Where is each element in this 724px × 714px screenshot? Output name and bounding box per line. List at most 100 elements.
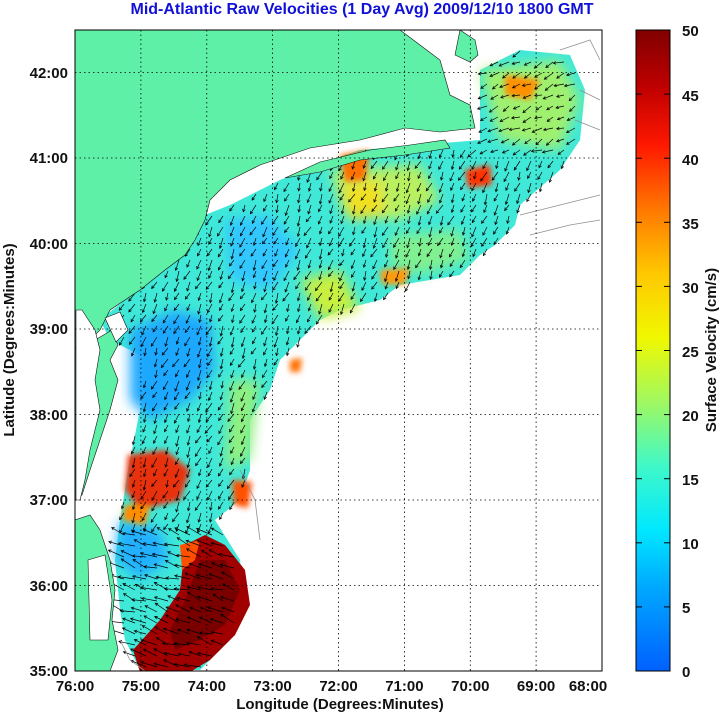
velocity-arrow bbox=[155, 602, 169, 613]
velocity-arrow-head bbox=[229, 262, 233, 267]
velocity-arrow-head bbox=[437, 242, 441, 247]
velocity-arrow bbox=[249, 226, 257, 236]
velocity-arrow bbox=[143, 413, 147, 423]
velocity-arrow-head bbox=[296, 267, 300, 271]
velocity-arrow-head bbox=[297, 199, 301, 204]
velocity-patch-hatteras-edge bbox=[180, 540, 200, 570]
velocity-arrow-head bbox=[560, 165, 565, 170]
velocity-arrow-head bbox=[241, 484, 245, 488]
velocity-arrow bbox=[394, 215, 400, 223]
velocity-arrow-head bbox=[295, 285, 299, 290]
velocity-arrow bbox=[297, 259, 301, 271]
velocity-arrow bbox=[130, 618, 147, 624]
velocity-arrow bbox=[220, 347, 224, 357]
velocity-arrow bbox=[556, 127, 565, 130]
velocity-arrow bbox=[118, 641, 136, 646]
velocity-arrow bbox=[567, 116, 576, 121]
velocity-arrow bbox=[118, 542, 136, 547]
velocity-arrow bbox=[128, 325, 136, 334]
velocity-arrow bbox=[393, 237, 400, 248]
velocity-arrow-head bbox=[205, 221, 209, 226]
velocity-arrow bbox=[228, 490, 235, 500]
velocity-arrow-head bbox=[218, 495, 222, 500]
velocity-arrow-head bbox=[450, 209, 455, 214]
velocity-arrow bbox=[196, 270, 202, 281]
velocity-arrow bbox=[185, 479, 191, 488]
velocity-arrow bbox=[426, 204, 433, 215]
velocity-patch-blue-delmarva bbox=[130, 310, 215, 420]
velocity-arrow-head bbox=[547, 164, 551, 169]
velocity-arrow-head bbox=[208, 386, 213, 391]
velocity-arrow bbox=[545, 83, 554, 91]
velocity-arrow-head bbox=[162, 330, 167, 334]
velocity-arrow bbox=[186, 468, 191, 478]
velocity-arrow-head bbox=[218, 463, 223, 467]
velocity-arrow-head bbox=[188, 651, 193, 655]
velocity-arrow bbox=[328, 193, 334, 204]
velocity-arrow bbox=[447, 215, 455, 226]
velocity-arrow bbox=[231, 457, 235, 465]
velocity-arrow-head bbox=[533, 65, 538, 69]
velocity-arrow bbox=[163, 325, 169, 334]
velocity-arrow-head bbox=[439, 264, 444, 269]
velocity-arrow bbox=[219, 564, 235, 569]
velocity-arrow bbox=[167, 595, 180, 602]
velocity-arrow bbox=[143, 529, 158, 536]
velocity-arrow bbox=[362, 171, 367, 181]
velocity-arrow-head bbox=[218, 318, 222, 322]
velocity-arrow bbox=[544, 72, 554, 80]
colorbar-tick-label: 25 bbox=[682, 344, 699, 361]
velocity-arrow bbox=[338, 237, 345, 247]
velocity-arrow bbox=[522, 83, 532, 87]
velocity-arrow bbox=[174, 281, 180, 292]
velocity-arrow bbox=[205, 281, 213, 290]
velocity-arrow-head bbox=[183, 496, 187, 500]
velocity-arrow bbox=[154, 292, 158, 303]
velocity-arrow-head bbox=[327, 266, 332, 271]
velocity-arrow-head bbox=[381, 232, 386, 236]
velocity-arrow bbox=[184, 336, 191, 346]
velocity-arrow bbox=[556, 72, 565, 79]
velocity-arrow bbox=[523, 149, 532, 156]
velocity-arrow bbox=[373, 171, 378, 180]
velocity-arrow-head bbox=[274, 186, 278, 191]
velocity-arrow bbox=[473, 171, 477, 179]
velocity-arrow bbox=[218, 490, 224, 500]
velocity-arrow bbox=[198, 413, 202, 423]
velocity-arrow bbox=[385, 281, 389, 290]
velocity-arrow-head bbox=[231, 319, 235, 324]
velocity-arrow bbox=[253, 237, 257, 246]
velocity-arrow-head bbox=[230, 450, 234, 454]
velocity-arrow-head bbox=[370, 253, 374, 258]
velocity-arrow-head bbox=[511, 85, 516, 89]
velocity-arrow-head bbox=[197, 519, 201, 523]
velocity-arrow bbox=[263, 336, 268, 347]
velocity-arrow-head bbox=[242, 208, 246, 213]
velocity-arrow-head bbox=[183, 276, 187, 280]
velocity-arrow-head bbox=[204, 430, 209, 434]
x-axis-label: Longitude (Degrees:Minutes) bbox=[236, 696, 444, 713]
velocity-arrow bbox=[187, 501, 191, 511]
velocity-arrow bbox=[221, 571, 235, 580]
velocity-arrow-head bbox=[133, 639, 138, 643]
velocity-arrow-head bbox=[473, 175, 477, 180]
velocity-arrow-head bbox=[373, 298, 378, 303]
velocity-arrow-head bbox=[201, 550, 205, 554]
velocity-arrow-head bbox=[230, 410, 234, 415]
velocity-arrow-head bbox=[142, 419, 147, 423]
velocity-arrow-head bbox=[239, 222, 244, 226]
velocity-arrow bbox=[298, 182, 301, 191]
velocity-arrow bbox=[274, 248, 279, 257]
velocity-arrow-head bbox=[511, 93, 515, 98]
velocity-arrow-head bbox=[188, 562, 193, 566]
velocity-arrow bbox=[385, 182, 389, 192]
velocity-arrow bbox=[132, 555, 147, 558]
velocity-arrow-head bbox=[327, 251, 332, 256]
velocity-arrow-head bbox=[541, 150, 546, 154]
velocity-arrow-head bbox=[218, 245, 223, 250]
velocity-arrow bbox=[186, 259, 191, 268]
velocity-arrow bbox=[341, 204, 345, 214]
velocity-arrow-head bbox=[217, 340, 221, 345]
velocity-arrow bbox=[186, 526, 202, 536]
velocity-arrow bbox=[154, 663, 169, 668]
